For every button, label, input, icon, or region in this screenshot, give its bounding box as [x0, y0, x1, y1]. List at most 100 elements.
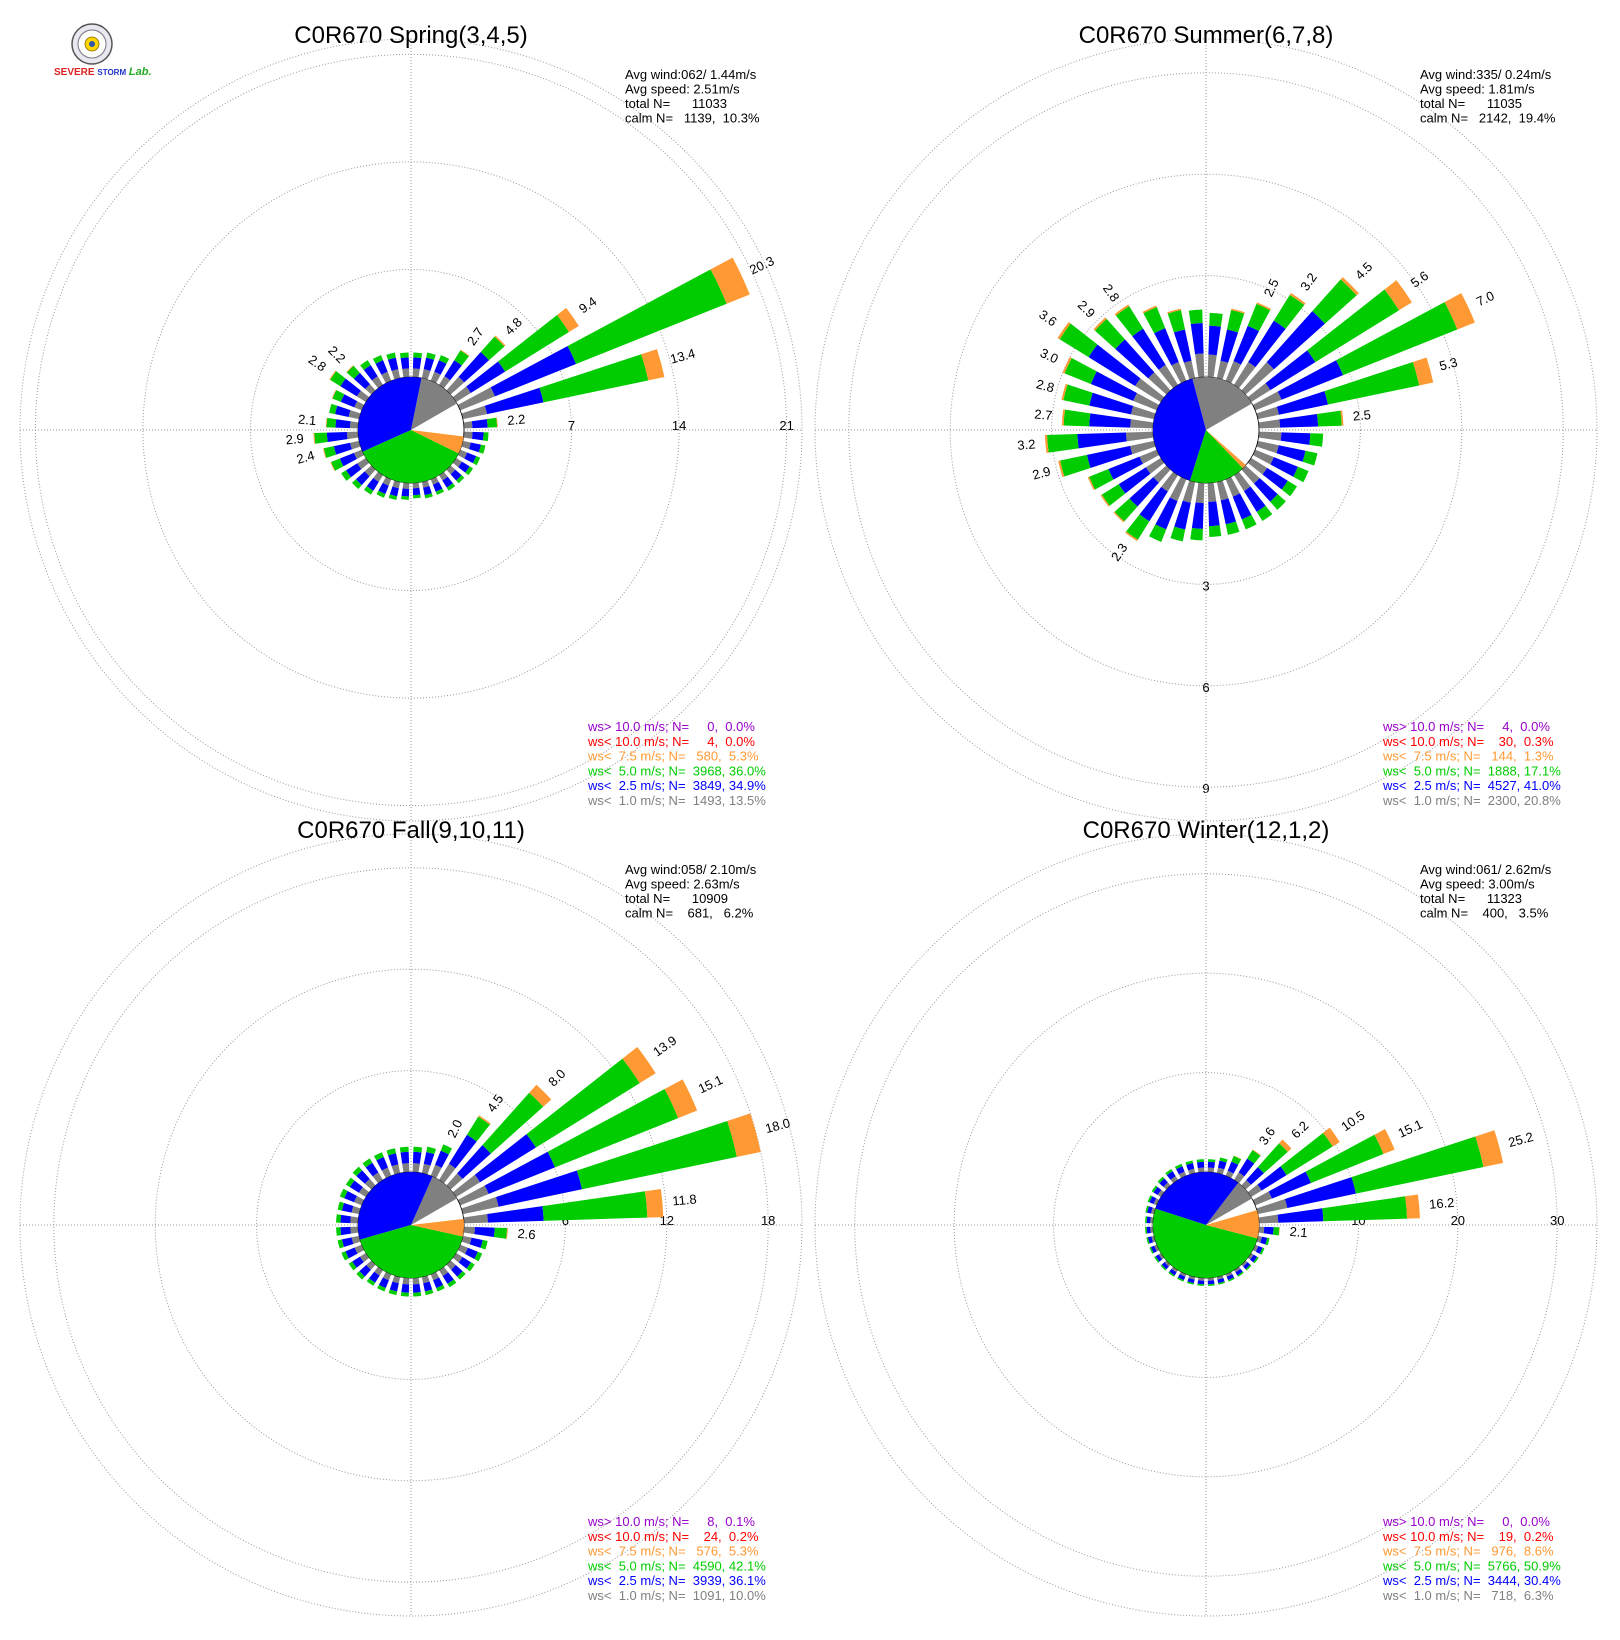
bar-segment-ws_lt_2_5: [1129, 477, 1159, 507]
bar-segment-ws_lt_1: [463, 1214, 488, 1224]
bar-segment-ws_lt_2_5: [1108, 456, 1143, 480]
bar-segment-ws_lt_2_5: [340, 378, 361, 397]
bar-segment-ws_lt_7_5: [1093, 317, 1107, 331]
stat-avg_speed: Avg speed: 2.51m/s: [625, 82, 740, 97]
bar-segment-ws_lt_1: [1179, 1271, 1187, 1277]
bar-segment-ws_lt_7_5: [1289, 293, 1306, 306]
stat-total: total N= 11035: [1420, 96, 1522, 111]
bar-segment-ws_lt_1: [1252, 1191, 1272, 1206]
stat-total: total N= 11323: [1420, 891, 1522, 906]
bar-segment-ws_lt_2_5: [1196, 1161, 1205, 1169]
bar-segment-ws_lt_5: [1094, 318, 1125, 349]
bar-segment-ws_lt_1: [371, 376, 384, 389]
bar-segment-ws_lt_2_5: [1266, 311, 1325, 370]
bar-segment-ws_lt_1: [1153, 1198, 1160, 1206]
bar-segment-ws_lt_1: [365, 384, 376, 395]
bar-segment-ws_lt_5: [1257, 1143, 1288, 1174]
bar-segment-ws_lt_1: [412, 1163, 420, 1173]
ring-label: 30: [1550, 1213, 1564, 1228]
bar-segment-ws_lt_2_5: [1089, 413, 1131, 428]
bar-segment-ws_lt_5: [1145, 1216, 1148, 1224]
bar-segment-ws_lt_5: [366, 1278, 376, 1286]
bar-segment-ws_lt_7_5: [1231, 308, 1245, 314]
bar-label: 11.8: [672, 1191, 698, 1208]
bar-segment-ws_lt_1: [446, 376, 465, 395]
bar-segment-ws_lt_1: [452, 1174, 481, 1198]
bar-label: 2.3: [1108, 540, 1131, 563]
bar-segment-ws_lt_2_5: [340, 394, 358, 408]
bar-segment-ws_lt_2_5: [1207, 1161, 1216, 1169]
logo-lab: Lab.: [128, 66, 152, 78]
bar-label: 4.5: [1352, 259, 1375, 282]
bar-segment-ws_lt_2_5: [335, 419, 351, 429]
bar-segment-ws_lt_1: [461, 1235, 472, 1245]
bar-segment-ws_lt_5: [1168, 1271, 1175, 1277]
bar-segment-ws_lt_5: [1114, 498, 1138, 522]
bar-segment-ws_lt_5: [478, 444, 486, 454]
bar-segment-ws_lt_1: [1247, 1252, 1254, 1260]
bar-segment-ws_lt_2_5: [490, 346, 577, 397]
bar-segment-ws_lt_7_5: [557, 307, 579, 333]
bar-segment-ws_lt_2_5: [340, 1226, 351, 1236]
calm-slice-ws_lt_2_5: [1155, 1172, 1239, 1225]
bar-segment-ws_lt_1: [1252, 1244, 1259, 1252]
bar-segment-ws_lt_5: [472, 456, 481, 466]
bar-label: 25.2: [1507, 1129, 1535, 1150]
legend-entry-ws_lt_1: ws< 1.0 m/s; N= 1493, 13.5%: [587, 793, 766, 808]
stat-calm: calm N= 681, 6.2%: [625, 906, 754, 921]
bar-segment-ws_lt_2_5: [466, 361, 506, 393]
calm-slice-ws_lt_7_5: [411, 430, 464, 454]
bar-segment-ws_lt_5: [345, 1177, 355, 1188]
bar-segment-ws_lt_5: [1218, 1281, 1226, 1285]
bar-segment-ws_lt_2_5: [451, 1265, 463, 1277]
legend-entry-ws_lt_10: ws< 10.0 m/s; N= 24, 0.2%: [587, 1529, 759, 1544]
bar-segment-ws_lt_5: [1209, 525, 1222, 538]
bar-segment-ws_lt_2_5: [469, 1237, 483, 1248]
bar-segment-ws_lt_2_5: [442, 1272, 454, 1284]
bar-segment-ws_lt_2_5: [1115, 339, 1155, 379]
bar-segment-ws_lt_1: [1158, 1252, 1165, 1260]
bar-segment-ws_lt_1: [348, 410, 361, 420]
bar-segment-ws_lt_1: [457, 1244, 468, 1254]
bar-segment-ws_lt_2_5: [340, 1214, 351, 1224]
bar-segment-ws_lt_7_5: [1279, 1139, 1292, 1152]
bar-segment-ws_lt_1: [1241, 362, 1274, 395]
bar-segment-ws_lt_5: [454, 350, 469, 366]
bar-segment-ws_lt_2_5: [1089, 392, 1134, 415]
bar-label: 4.5: [484, 1091, 507, 1114]
bar-segment-ws_lt_5: [1197, 1283, 1205, 1286]
bar-segment-ws_lt_2_5: [465, 1247, 478, 1259]
bar-segment-ws_lt_2_5: [1270, 457, 1298, 477]
bar-segment-ws_lt_1: [1233, 1266, 1241, 1273]
bar-segment-ws_lt_2_5: [435, 1150, 449, 1168]
bar-segment-ws_lt_2_5: [341, 1202, 354, 1213]
bar-segment-ws_lt_2_5: [458, 1256, 471, 1269]
bar-segment-ws_lt_5: [480, 1239, 488, 1250]
bar-segment-ws_lt_7_5: [710, 257, 750, 304]
bar-segment-ws_lt_1: [1151, 1235, 1156, 1243]
bar-segment-ws_lt_2_5: [1226, 1274, 1235, 1281]
bar-label: 2.7: [464, 325, 487, 348]
bar-segment-ws_lt_5: [1228, 1277, 1235, 1282]
bar-segment-ws_lt_1: [402, 1277, 410, 1285]
bar-segment-ws_lt_2_5: [1277, 1208, 1324, 1223]
bar-segment-ws_lt_2_5: [1268, 1171, 1311, 1199]
bar-segment-ws_lt_1: [446, 1173, 463, 1190]
bar-segment-ws_lt_2_5: [1153, 1186, 1162, 1196]
bar-segment-ws_lt_1: [1225, 1271, 1233, 1277]
bar-label: 2.8: [1035, 376, 1056, 395]
grid-ring: [53, 867, 769, 1583]
bar-segment-ws_lt_1: [1158, 364, 1179, 389]
bar-label: 15.1: [696, 1072, 725, 1096]
stat-total: total N= 10909: [625, 891, 728, 906]
bar-segment-ws_lt_2_5: [1146, 1216, 1151, 1224]
bar-segment-ws_lt_7_5: [1323, 1127, 1340, 1147]
bar-segment-ws_lt_5: [1126, 514, 1150, 540]
bar-segment-ws_lt_7_5: [1233, 1155, 1242, 1160]
bar-segment-ws_lt_2_5: [378, 1277, 389, 1289]
ring-label: 14: [672, 418, 686, 433]
bar-segment-ws_lt_5: [447, 1279, 457, 1288]
bar-segment-ws_lt_2_5: [484, 1151, 555, 1194]
bar-segment-ws_lt_1: [1207, 1167, 1215, 1173]
bar-segment-ws_lt_5: [413, 1292, 422, 1297]
